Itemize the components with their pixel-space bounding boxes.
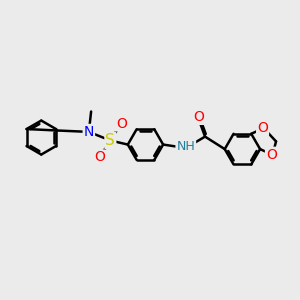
Text: N: N bbox=[84, 125, 94, 139]
Text: NH: NH bbox=[176, 140, 195, 153]
Text: O: O bbox=[266, 148, 277, 162]
Text: O: O bbox=[193, 110, 204, 124]
Text: O: O bbox=[94, 151, 105, 164]
Text: O: O bbox=[257, 121, 268, 135]
Text: O: O bbox=[116, 116, 127, 130]
Text: S: S bbox=[106, 133, 115, 148]
